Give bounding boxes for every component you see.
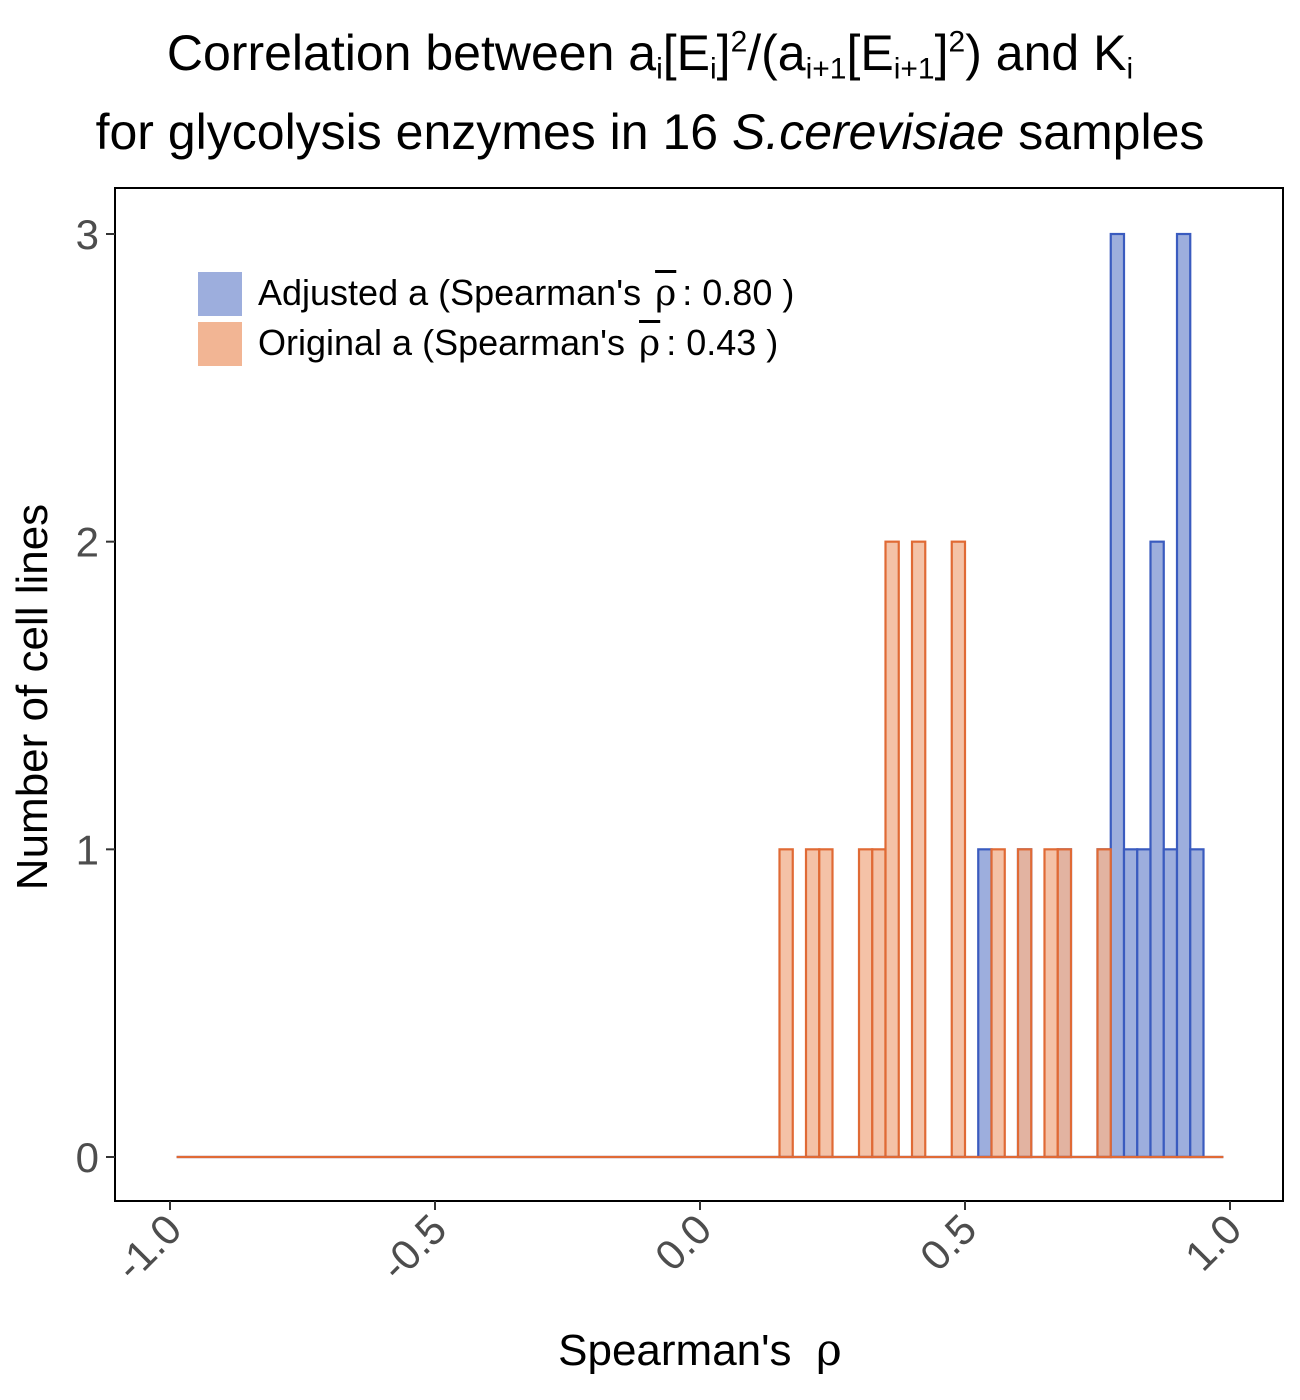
histogram-bar-adjusted xyxy=(1136,848,1152,1159)
histogram-bar-original xyxy=(871,848,887,1159)
y-tick-label: 2 xyxy=(76,519,99,566)
x-tick-label: 1.0 xyxy=(1176,1205,1251,1280)
y-axis-label: Number of cell lines xyxy=(8,503,57,891)
legend-label-original: Original a (Spearman's ρ: 0.43 ) xyxy=(258,322,779,364)
chart-title-line2: for glycolysis enzymes in 16 S.cerevisia… xyxy=(95,104,1205,160)
histogram-bar-adjusted xyxy=(1122,848,1139,1159)
histogram-bar-original xyxy=(818,848,834,1159)
legend-swatch-adjusted xyxy=(198,272,242,316)
histogram-bar-original xyxy=(857,848,874,1159)
histogram-bar-original xyxy=(1043,848,1059,1159)
histogram-bar-original xyxy=(950,540,967,1159)
y-tick-label: 0 xyxy=(76,1134,99,1181)
y-tick-label: 3 xyxy=(76,211,99,258)
histogram-bar-adjusted xyxy=(977,848,993,1159)
original-series-bars xyxy=(778,540,1112,1159)
histogram-bar-adjusted xyxy=(1162,848,1179,1159)
x-tick-label: 0.5 xyxy=(911,1205,986,1280)
x-tick-label: 0.0 xyxy=(646,1205,721,1280)
histogram-bar-adjusted xyxy=(1149,540,1165,1159)
histogram-bar-original xyxy=(778,848,794,1159)
histogram-bar-adjusted xyxy=(1189,848,1205,1159)
histogram-bar-original xyxy=(1096,848,1112,1159)
x-axis-label: Spearman's ρ xyxy=(558,1325,842,1376)
legend-label-adjusted: Adjusted a (Spearman's ρ: 0.80 ) xyxy=(258,272,795,314)
histogram-bar-original xyxy=(910,540,927,1159)
histogram-bar-original xyxy=(804,848,821,1159)
x-tick-label: -1.0 xyxy=(106,1205,190,1289)
histogram-bar-original xyxy=(884,540,900,1159)
x-tick-label: -0.5 xyxy=(371,1205,455,1289)
histogram-bar-original xyxy=(1056,848,1073,1159)
y-tick-label: 1 xyxy=(76,826,99,873)
histogram-bar-original xyxy=(1016,848,1033,1159)
histogram-bar-original xyxy=(990,848,1006,1159)
y-axis: 0 1 2 3 xyxy=(76,211,115,1181)
histogram-bar-adjusted xyxy=(1175,232,1192,1159)
adjusted-series-bars xyxy=(977,232,1205,1159)
legend-swatch-original xyxy=(198,322,242,366)
histogram-bar-adjusted xyxy=(1109,232,1126,1159)
chart-title-line1: Correlation between ai[Ei]2/(ai+1[Ei+1]2… xyxy=(166,25,1134,86)
x-axis: -1.0 -0.5 0.0 0.5 1.0 xyxy=(106,1201,1250,1290)
